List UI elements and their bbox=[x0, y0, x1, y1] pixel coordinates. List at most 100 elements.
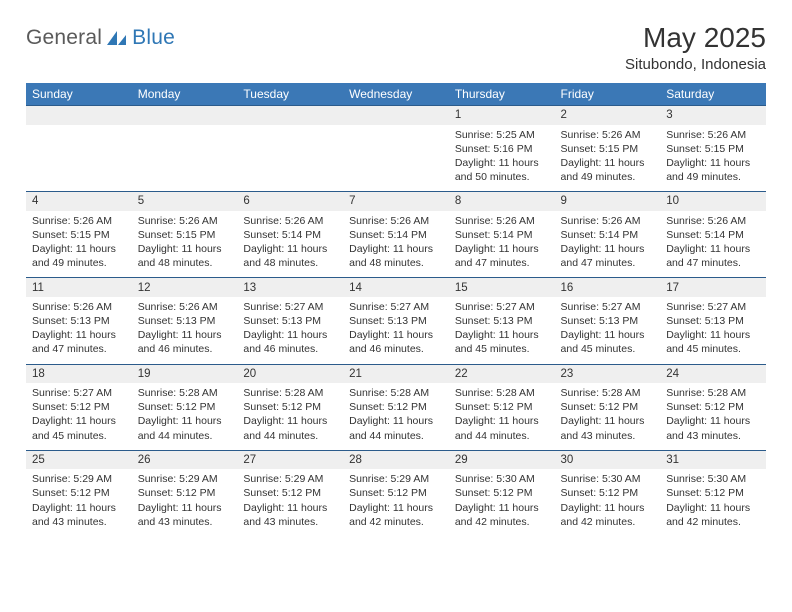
day-number: 6 bbox=[243, 195, 249, 207]
daylight-line-1: Daylight: 11 hours bbox=[455, 156, 549, 170]
sunrise-line: Sunrise: 5:29 AM bbox=[349, 472, 443, 486]
day-body-cell: Sunrise: 5:30 AMSunset: 5:12 PMDaylight:… bbox=[449, 469, 555, 536]
sunset-line: Sunset: 5:12 PM bbox=[561, 486, 655, 500]
daylight-line-1: Daylight: 11 hours bbox=[666, 414, 760, 428]
sunrise-line: Sunrise: 5:28 AM bbox=[561, 386, 655, 400]
brand-text-general: General bbox=[26, 26, 102, 50]
day-number: 13 bbox=[243, 282, 256, 294]
day-body-cell: Sunrise: 5:27 AMSunset: 5:13 PMDaylight:… bbox=[237, 297, 343, 364]
day-number-cell: 27 bbox=[237, 450, 343, 469]
sunset-line: Sunset: 5:13 PM bbox=[455, 314, 549, 328]
daylight-line-1: Daylight: 11 hours bbox=[349, 242, 443, 256]
day-number: 8 bbox=[455, 195, 461, 207]
day-number: 18 bbox=[32, 368, 45, 380]
day-number-cell: 25 bbox=[26, 450, 132, 469]
daylight-line-1: Daylight: 11 hours bbox=[138, 328, 232, 342]
daylight-line-2: and 42 minutes. bbox=[561, 515, 655, 529]
day-body-cell: Sunrise: 5:28 AMSunset: 5:12 PMDaylight:… bbox=[555, 383, 661, 450]
sunset-line: Sunset: 5:14 PM bbox=[243, 228, 337, 242]
sunset-line: Sunset: 5:14 PM bbox=[561, 228, 655, 242]
sunrise-line: Sunrise: 5:26 AM bbox=[666, 128, 760, 142]
day-number: 22 bbox=[455, 368, 468, 380]
sunrise-line: Sunrise: 5:28 AM bbox=[455, 386, 549, 400]
daylight-line-2: and 47 minutes. bbox=[455, 256, 549, 270]
day-body-cell: Sunrise: 5:26 AMSunset: 5:15 PMDaylight:… bbox=[555, 125, 661, 192]
day-body-cell: Sunrise: 5:26 AMSunset: 5:13 PMDaylight:… bbox=[26, 297, 132, 364]
sunrise-line: Sunrise: 5:26 AM bbox=[138, 300, 232, 314]
daylight-line-1: Daylight: 11 hours bbox=[243, 414, 337, 428]
daylight-line-2: and 45 minutes. bbox=[455, 342, 549, 356]
daylight-line-1: Daylight: 11 hours bbox=[561, 501, 655, 515]
daylight-line-2: and 45 minutes. bbox=[32, 429, 126, 443]
week-body-row: Sunrise: 5:27 AMSunset: 5:12 PMDaylight:… bbox=[26, 383, 766, 450]
sunset-line: Sunset: 5:15 PM bbox=[561, 142, 655, 156]
daylight-line-1: Daylight: 11 hours bbox=[561, 414, 655, 428]
day-body-cell: Sunrise: 5:25 AMSunset: 5:16 PMDaylight:… bbox=[449, 125, 555, 192]
sunset-line: Sunset: 5:13 PM bbox=[561, 314, 655, 328]
brand-text-blue: Blue bbox=[132, 26, 175, 50]
daylight-line-2: and 47 minutes. bbox=[561, 256, 655, 270]
day-body-cell: Sunrise: 5:27 AMSunset: 5:13 PMDaylight:… bbox=[660, 297, 766, 364]
week-number-row: 45678910 bbox=[26, 192, 766, 211]
day-number-cell: 24 bbox=[660, 364, 766, 383]
daylight-line-2: and 48 minutes. bbox=[138, 256, 232, 270]
day-number-cell: 20 bbox=[237, 364, 343, 383]
daylight-line-2: and 47 minutes. bbox=[32, 342, 126, 356]
sunset-line: Sunset: 5:12 PM bbox=[455, 486, 549, 500]
daylight-line-2: and 49 minutes. bbox=[32, 256, 126, 270]
day-body-cell: Sunrise: 5:28 AMSunset: 5:12 PMDaylight:… bbox=[343, 383, 449, 450]
day-number-cell: 3 bbox=[660, 106, 766, 125]
sunrise-line: Sunrise: 5:26 AM bbox=[32, 214, 126, 228]
daylight-line-1: Daylight: 11 hours bbox=[455, 414, 549, 428]
day-body-cell: Sunrise: 5:26 AMSunset: 5:14 PMDaylight:… bbox=[449, 211, 555, 278]
sunrise-line: Sunrise: 5:26 AM bbox=[666, 214, 760, 228]
day-body-cell: Sunrise: 5:27 AMSunset: 5:13 PMDaylight:… bbox=[343, 297, 449, 364]
sunrise-line: Sunrise: 5:28 AM bbox=[138, 386, 232, 400]
day-body-cell bbox=[343, 125, 449, 192]
weekday-header: Sunday bbox=[26, 83, 132, 106]
day-number-cell: 18 bbox=[26, 364, 132, 383]
sunset-line: Sunset: 5:12 PM bbox=[455, 400, 549, 414]
day-body-cell: Sunrise: 5:26 AMSunset: 5:15 PMDaylight:… bbox=[26, 211, 132, 278]
day-body-cell bbox=[237, 125, 343, 192]
location-label: Situbondo, Indonesia bbox=[625, 56, 766, 73]
day-body-cell: Sunrise: 5:26 AMSunset: 5:14 PMDaylight:… bbox=[555, 211, 661, 278]
sunrise-line: Sunrise: 5:25 AM bbox=[455, 128, 549, 142]
daylight-line-2: and 50 minutes. bbox=[455, 170, 549, 184]
sunset-line: Sunset: 5:12 PM bbox=[138, 486, 232, 500]
day-number-cell: 30 bbox=[555, 450, 661, 469]
sunset-line: Sunset: 5:12 PM bbox=[666, 400, 760, 414]
day-body-cell: Sunrise: 5:30 AMSunset: 5:12 PMDaylight:… bbox=[555, 469, 661, 536]
daylight-line-1: Daylight: 11 hours bbox=[138, 414, 232, 428]
daylight-line-1: Daylight: 11 hours bbox=[349, 501, 443, 515]
week-body-row: Sunrise: 5:25 AMSunset: 5:16 PMDaylight:… bbox=[26, 125, 766, 192]
sunset-line: Sunset: 5:15 PM bbox=[138, 228, 232, 242]
daylight-line-2: and 49 minutes. bbox=[666, 170, 760, 184]
daylight-line-2: and 46 minutes. bbox=[243, 342, 337, 356]
day-number: 19 bbox=[138, 368, 151, 380]
sunset-line: Sunset: 5:14 PM bbox=[455, 228, 549, 242]
sunset-line: Sunset: 5:13 PM bbox=[349, 314, 443, 328]
day-number-cell bbox=[132, 106, 238, 125]
daylight-line-2: and 46 minutes. bbox=[349, 342, 443, 356]
daylight-line-2: and 44 minutes. bbox=[349, 429, 443, 443]
daylight-line-2: and 48 minutes. bbox=[243, 256, 337, 270]
day-number: 21 bbox=[349, 368, 362, 380]
day-body-cell: Sunrise: 5:30 AMSunset: 5:12 PMDaylight:… bbox=[660, 469, 766, 536]
day-body-cell bbox=[132, 125, 238, 192]
sunrise-line: Sunrise: 5:30 AM bbox=[666, 472, 760, 486]
sunrise-line: Sunrise: 5:27 AM bbox=[349, 300, 443, 314]
sunrise-line: Sunrise: 5:30 AM bbox=[561, 472, 655, 486]
day-number: 1 bbox=[455, 109, 461, 121]
title-block: May 2025 Situbondo, Indonesia bbox=[625, 22, 766, 73]
daylight-line-2: and 42 minutes. bbox=[455, 515, 549, 529]
day-number: 29 bbox=[455, 454, 468, 466]
day-number-cell: 8 bbox=[449, 192, 555, 211]
daylight-line-1: Daylight: 11 hours bbox=[138, 501, 232, 515]
day-number-cell bbox=[343, 106, 449, 125]
sunrise-line: Sunrise: 5:26 AM bbox=[32, 300, 126, 314]
week-body-row: Sunrise: 5:29 AMSunset: 5:12 PMDaylight:… bbox=[26, 469, 766, 536]
day-body-cell: Sunrise: 5:28 AMSunset: 5:12 PMDaylight:… bbox=[449, 383, 555, 450]
day-number: 2 bbox=[561, 109, 567, 121]
day-number-cell: 9 bbox=[555, 192, 661, 211]
